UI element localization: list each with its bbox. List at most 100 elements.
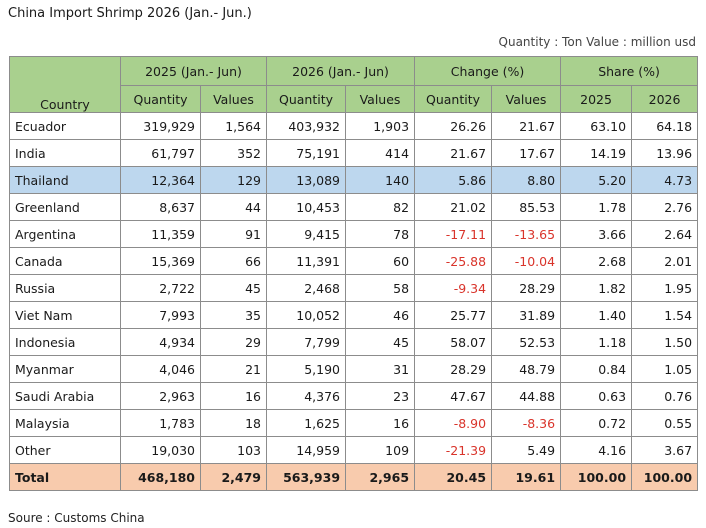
table-row: Ecuador 319,929 1,564 403,932 1,903 26.26 21.6…: [9, 112, 699, 140]
values-2025-cell: 91: [199, 220, 268, 248]
quantity-2025-cell: 4,934: [120, 328, 201, 356]
country-cell: Ecuador: [9, 112, 121, 140]
values-2026-cell: 1,903: [345, 112, 416, 140]
share-2025-cell: 0.72: [560, 409, 633, 437]
share-2025-cell: 5.20: [560, 166, 633, 194]
header-change-values: Values: [491, 85, 562, 113]
country-cell: Canada: [9, 247, 121, 275]
values-2026-cell: 140: [345, 166, 416, 194]
values-2026-cell: 23: [345, 382, 416, 410]
change-values-cell: 19.61: [491, 463, 562, 491]
change-quantity-cell: -17.11: [414, 220, 493, 248]
country-cell: Argentina: [9, 220, 121, 248]
change-quantity-cell: 20.45: [414, 463, 493, 491]
country-cell: Indonesia: [9, 328, 121, 356]
share-2026-cell: 100.00: [631, 463, 699, 491]
header-country: Country: [9, 56, 121, 113]
share-2025-cell: 2.68: [560, 247, 633, 275]
values-2026-cell: 45: [345, 328, 416, 356]
share-2025-cell: 3.66: [560, 220, 633, 248]
values-2026-cell: 46: [345, 301, 416, 329]
values-2025-cell: 18: [199, 409, 268, 437]
values-2025-cell: 66: [199, 247, 268, 275]
country-cell: Thailand: [9, 166, 121, 194]
quantity-2025-cell: 2,722: [120, 274, 201, 302]
table-row: Malaysia 1,783 18 1,625 16 -8.90 -8.36 0.72 0.55: [9, 409, 699, 437]
share-2025-cell: 1.18: [560, 328, 633, 356]
share-2025-cell: 63.10: [560, 112, 633, 140]
share-2025-cell: 0.84: [560, 355, 633, 383]
share-2026-cell: 2.76: [631, 193, 699, 221]
quantity-2026-cell: 10,052: [266, 301, 347, 329]
table-row: Viet Nam 7,993 35 10,052 46 25.77 31.89 1.40 1.5…: [9, 301, 699, 329]
share-2026-cell: 64.18: [631, 112, 699, 140]
header-share-2025: 2025: [560, 85, 633, 113]
quantity-2026-cell: 4,376: [266, 382, 347, 410]
header-values-2026: Values: [345, 85, 416, 113]
change-quantity-cell: -9.34: [414, 274, 493, 302]
quantity-2025-cell: 15,369: [120, 247, 201, 275]
header-group-2026: 2026 (Jan.- Jun): [266, 56, 416, 86]
header-group-share: Share (%): [560, 56, 699, 86]
values-2026-cell: 60: [345, 247, 416, 275]
share-2025-cell: 14.19: [560, 139, 633, 167]
header-quantity-2025: Quantity: [120, 85, 201, 113]
table-row: Saudi Arabia 2,963 16 4,376 23 47.67 44.88 0.63…: [9, 382, 699, 410]
share-2025-cell: 100.00: [560, 463, 633, 491]
change-quantity-cell: 26.26: [414, 112, 493, 140]
values-2025-cell: 44: [199, 193, 268, 221]
country-cell: Russia: [9, 274, 121, 302]
change-values-cell: 48.79: [491, 355, 562, 383]
share-2025-cell: 0.63: [560, 382, 633, 410]
header-change-quantity: Quantity: [414, 85, 493, 113]
table-row: Other 19,030 103 14,959 109 -21.39 5.49 4.16 3.6…: [9, 436, 699, 464]
change-values-cell: 44.88: [491, 382, 562, 410]
table-row: Thailand 12,364 129 13,089 140 5.86 8.80 5.20 4.…: [9, 166, 699, 194]
table-row: Indonesia 4,934 29 7,799 45 58.07 52.53 1.18 1.5…: [9, 328, 699, 356]
values-2025-cell: 2,479: [199, 463, 268, 491]
change-values-cell: 28.29: [491, 274, 562, 302]
total-row: Total 468,180 2,479 563,939 2,965 20.45 19.61 1…: [9, 463, 699, 491]
header-row-sub: Quantity Values Quantity Values Quantity…: [10, 85, 699, 113]
header-group-2025: 2025 (Jan.- Jun): [119, 56, 268, 86]
values-2025-cell: 45: [199, 274, 268, 302]
change-values-cell: 17.67: [491, 139, 562, 167]
share-2025-cell: 1.82: [560, 274, 633, 302]
share-2026-cell: 2.64: [631, 220, 699, 248]
values-2026-cell: 58: [345, 274, 416, 302]
quantity-2026-cell: 75,191: [266, 139, 347, 167]
quantity-2025-cell: 8,637: [120, 193, 201, 221]
country-cell: India: [9, 139, 121, 167]
quantity-2026-cell: 7,799: [266, 328, 347, 356]
values-2026-cell: 16: [345, 409, 416, 437]
quantity-2026-cell: 1,625: [266, 409, 347, 437]
quantity-2026-cell: 10,453: [266, 193, 347, 221]
source-note: Soure : Customs China: [8, 511, 145, 525]
change-quantity-cell: -25.88: [414, 247, 493, 275]
change-values-cell: 85.53: [491, 193, 562, 221]
country-cell: Viet Nam: [9, 301, 121, 329]
values-2025-cell: 16: [199, 382, 268, 410]
change-quantity-cell: 58.07: [414, 328, 493, 356]
header-values-2025: Values: [199, 85, 268, 113]
quantity-2025-cell: 61,797: [120, 139, 201, 167]
quantity-2026-cell: 14,959: [266, 436, 347, 464]
values-2026-cell: 109: [345, 436, 416, 464]
unit-note: Quantity : Ton Value : million usd: [498, 35, 696, 49]
change-values-cell: 8.80: [491, 166, 562, 194]
share-2025-cell: 4.16: [560, 436, 633, 464]
page-title: China Import Shrimp 2026 (Jan.- Jun.): [8, 6, 252, 21]
country-cell: Myanmar: [9, 355, 121, 383]
table-row: Canada 15,369 66 11,391 60 -25.88 -10.04 2.68 2.…: [9, 247, 699, 275]
change-quantity-cell: -21.39: [414, 436, 493, 464]
values-2026-cell: 414: [345, 139, 416, 167]
change-values-cell: -8.36: [491, 409, 562, 437]
values-2025-cell: 103: [199, 436, 268, 464]
quantity-2026-cell: 9,415: [266, 220, 347, 248]
quantity-2026-cell: 403,932: [266, 112, 347, 140]
change-values-cell: -10.04: [491, 247, 562, 275]
share-2026-cell: 0.76: [631, 382, 699, 410]
header-quantity-2026: Quantity: [266, 85, 347, 113]
share-2025-cell: 1.78: [560, 193, 633, 221]
quantity-2025-cell: 468,180: [120, 463, 201, 491]
